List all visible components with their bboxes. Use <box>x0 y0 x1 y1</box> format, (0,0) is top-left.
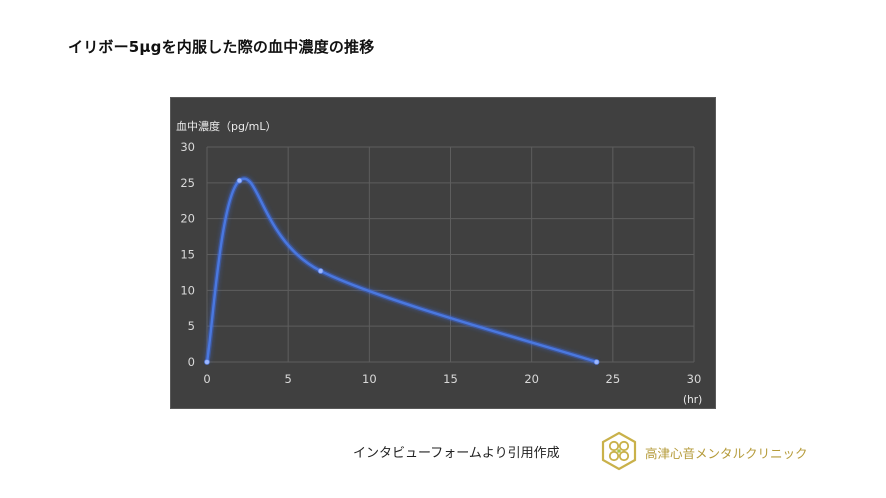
data-point <box>593 359 600 365</box>
source-note: インタビューフォームより引用作成 <box>353 446 560 461</box>
clover-hexagon-logo-icon <box>601 431 637 471</box>
y-tick-label: 15 <box>180 248 195 262</box>
x-tick-label: 25 <box>606 372 621 386</box>
data-point <box>204 359 210 365</box>
y-tick-label: 30 <box>180 140 195 154</box>
x-tick-label: 0 <box>203 372 210 386</box>
clinic-name: 高津心音メンタルクリニック <box>645 446 808 461</box>
y-tick-label: 25 <box>180 176 195 190</box>
page-title: イリボー5μgを内服した際の血中濃度の推移 <box>68 38 375 56</box>
x-tick-label: 20 <box>524 372 539 386</box>
data-point <box>317 268 324 274</box>
y-tick-label: 0 <box>188 355 195 369</box>
y-tick-label: 10 <box>180 283 195 297</box>
series-glow <box>204 176 598 365</box>
chart-panel: 0 5 10 15 20 25 30 0 5 10 15 20 25 30 血中濃度（pg/mL） (hr… <box>170 97 716 409</box>
x-axis-label: (hr) <box>683 394 702 406</box>
data-point <box>236 177 243 184</box>
series-line <box>205 177 597 364</box>
y-tick-label: 5 <box>188 319 195 333</box>
x-tick-label: 10 <box>362 372 377 386</box>
x-tick-label: 5 <box>285 372 292 386</box>
concentration-line-chart: 0 5 10 15 20 25 30 0 5 10 15 20 25 30 血中濃度（pg/mL） (hr… <box>176 119 702 406</box>
x-tick-label: 15 <box>443 372 458 386</box>
x-tick-label: 30 <box>687 372 702 386</box>
y-axis-label: 血中濃度（pg/mL） <box>176 119 277 133</box>
y-tick-label: 20 <box>180 212 195 226</box>
